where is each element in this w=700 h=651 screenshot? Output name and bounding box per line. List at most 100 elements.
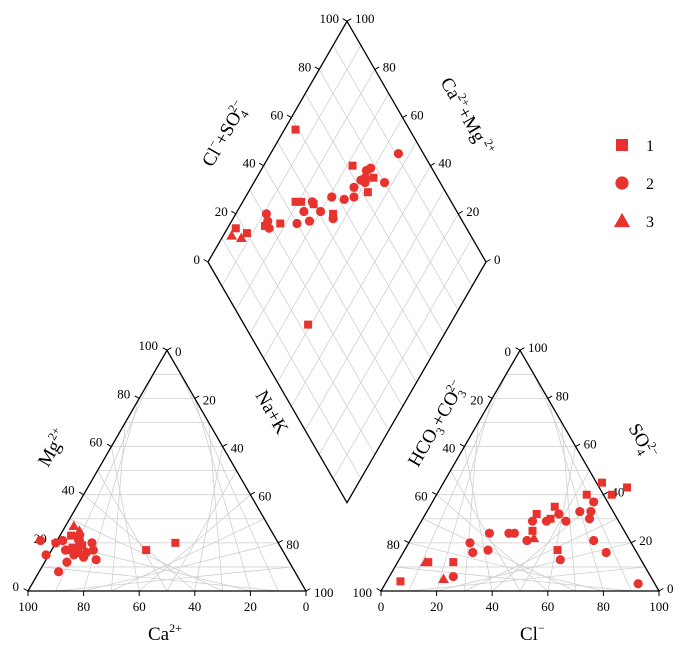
- cation-bottom-tick-label: 80: [77, 599, 90, 614]
- anion-right-tick: [519, 347, 525, 351]
- diamond-circle-point: [366, 163, 376, 173]
- diamond-right-tick-label: 100: [355, 11, 375, 26]
- anion-left-tick-label: 20: [470, 392, 483, 407]
- cation-bottom-tick-label: 60: [133, 599, 146, 614]
- cation-left-tick-label: 40: [62, 483, 75, 498]
- diamond-circle-point: [299, 206, 309, 217]
- diamond-grid: [277, 141, 417, 383]
- anion-left-tick-label: 40: [442, 441, 455, 456]
- anion-right-tick-label: 60: [584, 437, 597, 452]
- diamond-circle-point: [328, 214, 338, 224]
- diamond-triangle-point: [226, 230, 238, 240]
- cation-right-tick: [277, 539, 283, 544]
- cation-circle-point: [88, 545, 98, 555]
- cation-left-label: Mg2+: [32, 424, 72, 470]
- anion-triangle-grid: [450, 470, 521, 592]
- diamond-circle-point: [261, 209, 271, 219]
- anion-circle-point: [554, 509, 564, 519]
- anion-circle-point: [527, 516, 538, 526]
- anion-triangle-grid: [519, 470, 590, 592]
- cation-bottom-tick-label: 100: [18, 599, 38, 614]
- anion-left-tick-label: 60: [415, 489, 428, 504]
- anion-triangle-grid: [547, 398, 604, 592]
- data-points: [35, 125, 643, 589]
- anion-circle-point: [483, 545, 493, 555]
- cation-left-tick-label: 100: [139, 338, 159, 353]
- diamond-left-tick: [203, 259, 209, 263]
- cation-bottom-tick-label: 20: [244, 599, 257, 614]
- diamond-right-label: Ca2++Mg 2+: [436, 73, 500, 160]
- anion-square-point: [582, 490, 591, 499]
- cation-bottom-tick-label: 0: [303, 599, 310, 614]
- diamond-left-tick-label: 80: [298, 59, 311, 74]
- diamond-right-tick: [374, 66, 380, 70]
- anion-left-tick: [404, 539, 410, 544]
- anion-triangle-grid: [561, 422, 576, 592]
- cation-right-tick-label: 40: [231, 441, 244, 456]
- cation-right-tick: [250, 491, 255, 496]
- anion-circle-point: [541, 516, 552, 526]
- anion-bottom-tick-label: 20: [430, 599, 443, 614]
- cation-triangle-grid: [208, 422, 223, 592]
- anion-right-tick: [658, 588, 664, 592]
- cation-left-tick-label: 80: [117, 386, 130, 401]
- anion-bottom-tick-label: 0: [378, 599, 385, 614]
- diamond-right-tick-label: 60: [411, 108, 424, 123]
- diamond-square-point: [276, 219, 285, 228]
- cation-circle-point: [60, 545, 71, 555]
- anion-triangle-grid: [436, 494, 549, 592]
- anion-circle-point: [633, 579, 643, 589]
- anion-circle-point: [484, 528, 495, 538]
- cation-circle-point: [79, 552, 89, 562]
- diamond-right-tick-label: 0: [494, 252, 501, 267]
- cation-triangle-grid: [97, 470, 168, 592]
- diamond-left-tick-label: 20: [215, 204, 228, 219]
- cation-circle-point: [53, 567, 64, 577]
- anion-square-point: [553, 546, 562, 555]
- anion-bottom-tick-label: 100: [649, 599, 669, 614]
- diamond-left-tick: [314, 66, 320, 70]
- anion-square-point: [546, 514, 555, 523]
- cation-right-tick-label: 0: [175, 344, 182, 359]
- cation-left-tick: [79, 491, 84, 496]
- diamond-circle-point: [315, 206, 326, 217]
- anion-triangle-point: [528, 532, 540, 543]
- anion-left-tick-label: 0: [505, 344, 512, 359]
- diamond-grid: [318, 213, 459, 455]
- diamond-left-tick: [342, 18, 348, 22]
- diamond-circle-point: [349, 192, 359, 202]
- anion-triangle-point: [438, 573, 449, 584]
- cation-left-tick: [134, 395, 140, 399]
- cation-left-tick: [23, 588, 29, 592]
- cation-triangle-grid: [83, 494, 196, 592]
- anion-right-tick-label: 100: [528, 340, 548, 355]
- anion-right-label: SO42−: [621, 419, 663, 465]
- anion-circle-point: [448, 571, 458, 582]
- cation-left-tick-label: 60: [89, 435, 102, 450]
- anion-triangle-point: [420, 556, 431, 567]
- cation-triangle-grid: [41, 566, 279, 592]
- cation-square-point: [67, 531, 76, 540]
- anion-square-point: [550, 502, 559, 511]
- diamond-circle-point: [360, 173, 370, 183]
- anion-square-point: [532, 509, 541, 518]
- anion-left-tick-label: 80: [387, 537, 400, 552]
- cation-right-tick-label: 60: [258, 489, 271, 504]
- diamond-left-tick: [231, 210, 237, 215]
- cation-circle-point: [62, 557, 72, 567]
- legend-label: 2: [646, 176, 654, 193]
- anion-right-tick: [547, 395, 553, 399]
- cation-triangle-grid: [194, 398, 251, 592]
- anion-circle-point: [561, 516, 571, 526]
- diamond-square-point: [260, 221, 269, 230]
- cation-circle-point: [91, 555, 101, 565]
- anion-circle-point: [555, 555, 565, 565]
- cation-circle-point: [51, 538, 61, 548]
- cation-left-tick: [106, 443, 112, 447]
- diamond-grid: [291, 165, 431, 407]
- diamond-square-point: [329, 209, 338, 218]
- diamond-circle-point: [393, 149, 404, 159]
- anion-right-tick: [630, 539, 636, 544]
- cation-right-tick: [166, 347, 172, 351]
